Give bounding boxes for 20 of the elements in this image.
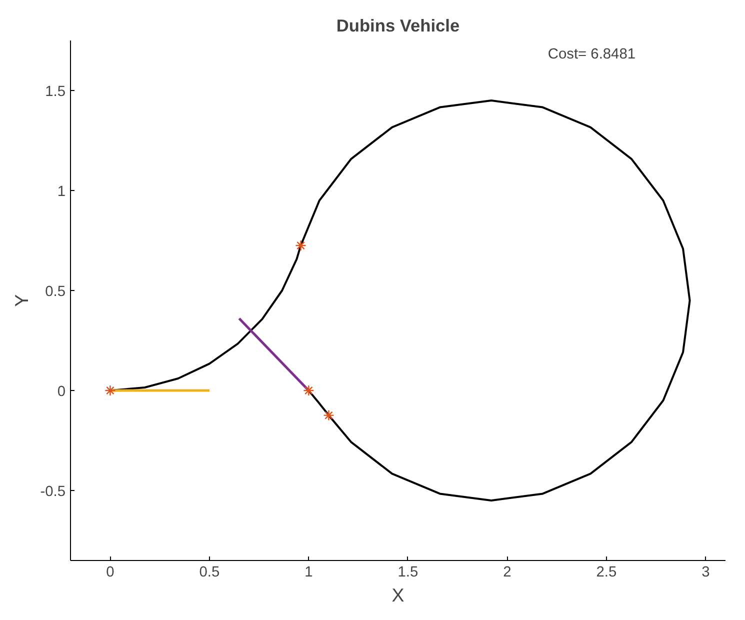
x-tick-label: 2.5: [596, 564, 617, 580]
x-tick-label: 1.5: [398, 564, 418, 580]
y-tick-label: 1.5: [45, 84, 66, 100]
x-tick-label: 2: [503, 564, 512, 580]
annotation: Cost= 6.8481: [548, 46, 636, 62]
x-axis-title: X: [392, 584, 405, 606]
y-tick-label: -0.5: [40, 484, 66, 500]
x-tick-label: 0: [106, 564, 114, 580]
x-tick-label: 0.5: [199, 564, 220, 580]
point: [323, 410, 334, 421]
point: [104, 384, 116, 396]
y-tick-label: 1: [57, 184, 66, 200]
y-tick-label: 0.5: [45, 284, 66, 300]
x-tick-label: 3: [702, 564, 710, 580]
y-tick-label: 0: [57, 384, 66, 400]
point: [295, 240, 306, 252]
x-tick-label: 1: [304, 564, 313, 580]
point: [303, 384, 314, 396]
chart-title: Dubins Vehicle: [336, 16, 460, 36]
y-axis-title: Y: [11, 294, 32, 307]
